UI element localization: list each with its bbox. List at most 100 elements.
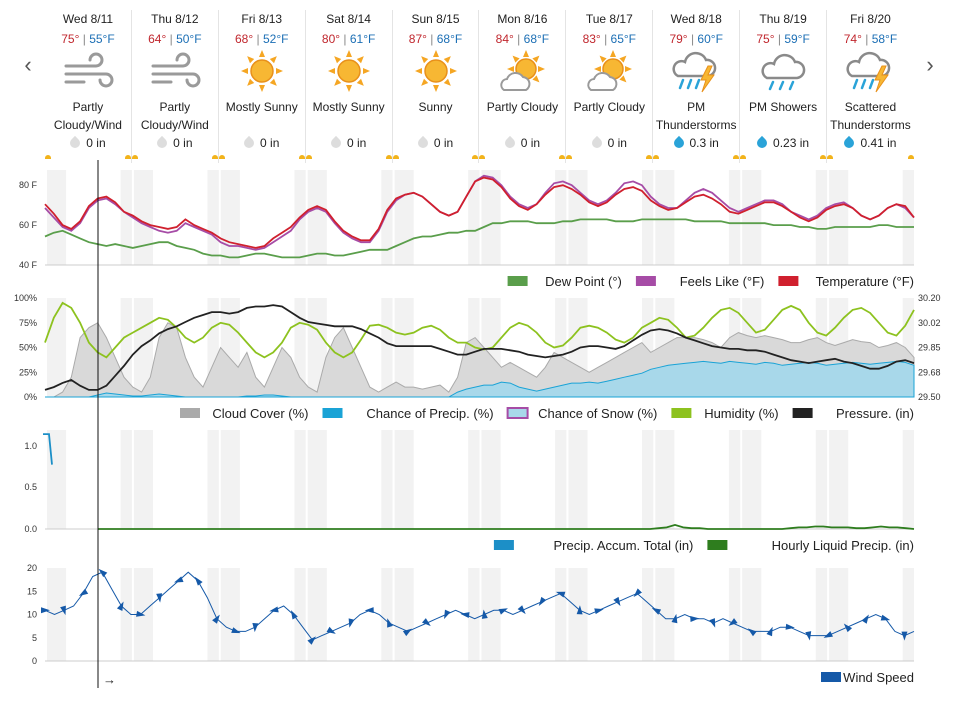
next-arrow-button[interactable]: › [926, 52, 934, 77]
night-shade [207, 170, 219, 265]
day-column[interactable]: Thu 8/12 64° | 50°F Partly Cloudy/Wind 0 in [131, 10, 219, 163]
wind-direction-arrow [805, 631, 812, 641]
precip-panel-background [45, 430, 914, 530]
wind-direction-arrow [843, 623, 853, 633]
condition-line-1: Mostly Sunny [312, 100, 385, 114]
high-temp: 83° [582, 32, 601, 46]
wind-direction-arrow [78, 588, 89, 597]
low-temp: 58°F [871, 32, 898, 46]
sunrise-icon [653, 155, 660, 159]
wind-direction-arrow [785, 623, 795, 630]
night-shade [468, 170, 480, 265]
day-column[interactable]: Wed 8/11 75° | 55°F Partly Cloudy/Wind 0 in [45, 10, 132, 163]
precip-amount: 0.41 in [860, 136, 897, 150]
wind-direction-arrow [60, 605, 66, 616]
low-temp: 59°F [784, 32, 810, 46]
night-shade [481, 430, 501, 529]
day-date: Sun 8/15 [411, 12, 460, 26]
day-column[interactable]: Fri 8/13 68° | 52°F Mostly Sunny 0 in [218, 10, 306, 163]
precip-accum-line [43, 433, 53, 465]
night-shade [642, 430, 654, 529]
night-shade [902, 568, 914, 661]
wind-direction-arrow [444, 609, 451, 620]
sunrise-icon [305, 155, 312, 159]
night-shade [468, 568, 480, 661]
night-shade [307, 568, 327, 661]
night-shade [642, 568, 654, 661]
thunderstorm-icon [672, 51, 717, 93]
wind-direction-arrow [252, 622, 259, 633]
day-column[interactable]: Mon 8/16 84° | 68°F Partly Cloudy 0 in [479, 10, 567, 163]
temp-y-tick: 80 F [19, 180, 38, 190]
humid-legend-label: Humidity (%) [704, 406, 778, 421]
wind-direction-arrow [136, 610, 146, 617]
time-cursor-arrow: → [103, 672, 116, 687]
temp-y-tick: 60 F [19, 220, 38, 230]
precip-chance-area [45, 360, 915, 398]
humid-legend-swatch [792, 408, 813, 418]
temp-legend-swatch [778, 276, 799, 286]
day-column[interactable]: Tue 8/17 83° | 65°F Partly Cloudy 0 in [566, 10, 654, 163]
precip-amount-row: 0.23 in [740, 135, 826, 151]
pressure-line [44, 304, 915, 391]
day-column[interactable]: Sat 8/14 80° | 61°F Mostly Sunny 0 in [305, 10, 393, 163]
hourly-precip-line [98, 523, 915, 530]
day-temps: 75° | 59°F [740, 32, 826, 48]
precip-y-tick: 0.5 [24, 482, 37, 492]
prev-arrow-button[interactable]: ‹ [24, 52, 32, 77]
wind-direction-arrow [823, 631, 833, 638]
wind-direction-arrow [747, 628, 757, 637]
night-shade [133, 170, 154, 265]
wind-direction-arrow [633, 588, 643, 597]
wind-direction-arrow [671, 613, 678, 624]
wind-y-tick: 0 [32, 656, 37, 666]
wind-icon [151, 52, 201, 88]
temp-separator: | [430, 32, 434, 46]
condition-text: Partly Cloudy [479, 98, 565, 134]
temp-separator: | [82, 32, 86, 46]
precip-legend-swatch [707, 540, 728, 550]
wind-direction-arrow [212, 614, 220, 624]
high-temp: 80° [321, 32, 341, 46]
day-column[interactable]: Sun 8/15 87° | 68°F Sunny 0 in [392, 10, 480, 163]
sunrise-icon [131, 155, 138, 159]
day-temps: 84° | 68°F [479, 32, 565, 48]
temp-legend-label: Feels Like (°F) [680, 274, 765, 289]
sunny-icon [327, 50, 370, 92]
night-shade [133, 298, 154, 397]
pressure-y-tick: 30.20 [918, 293, 941, 303]
day-column[interactable]: Fri 8/20 74° | 58°F Scattered Thunderstorms… [827, 10, 914, 163]
day-column[interactable]: Wed 8/18 79° | 60°F PM Thunderstorms 0.3 in [653, 10, 741, 163]
precip-amount-row: 0 in [479, 135, 565, 151]
humid-legend-label: Chance of Precip. (%) [366, 406, 493, 421]
wind-y-tick: 5 [32, 633, 37, 643]
condition-text: Partly Cloudy/Wind [132, 98, 218, 134]
temp-panel-background [45, 170, 914, 266]
night-shade [728, 170, 741, 265]
night-shade [220, 568, 240, 661]
wind-direction-arrow [861, 614, 869, 624]
temp-legend-label: Temperature (°F) [816, 274, 914, 289]
wind-direction-arrow [538, 596, 547, 606]
sunrise-icon [392, 155, 399, 159]
night-shade [207, 568, 219, 661]
sunset-icon [907, 155, 914, 159]
condition-text: Sunny [393, 98, 479, 134]
partly-cloudy-icon [500, 50, 546, 91]
day-column[interactable]: Thu 8/19 75° | 59°F PM Showers 0.23 in [740, 10, 828, 163]
night-shade [120, 298, 132, 397]
night-shade [642, 298, 654, 397]
precip-amount: 0.3 in [689, 136, 719, 150]
night-shade [902, 298, 914, 397]
precip-amount: 0 in [433, 136, 454, 150]
wind-direction-arrow [766, 626, 773, 637]
night-shade [381, 430, 393, 529]
high-temp: 74° [843, 32, 862, 46]
wind-icon [64, 52, 114, 88]
night-shade [742, 568, 762, 661]
day-temps: 79° | 60°F [653, 32, 739, 48]
day-date: Mon 8/16 [497, 12, 548, 26]
condition-line-2: Cloudy/Wind [53, 118, 122, 132]
night-shade [294, 430, 306, 529]
wind-direction-arrow [576, 605, 583, 615]
